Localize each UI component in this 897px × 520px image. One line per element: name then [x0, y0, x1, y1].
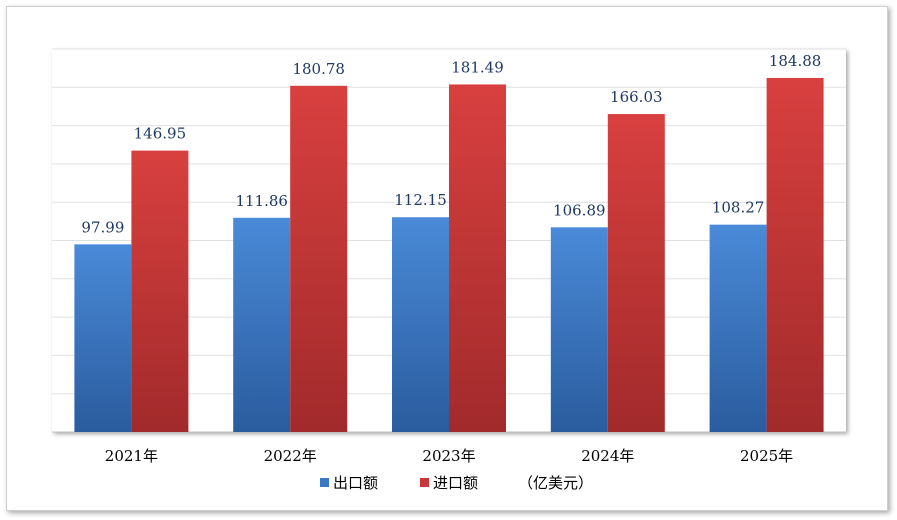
value-label-export-5: 108.27 — [712, 199, 765, 217]
value-label-import-4: 166.03 — [610, 88, 663, 106]
bar-import-4 — [607, 114, 665, 432]
unit-label: （亿美元） — [518, 474, 593, 492]
value-label-import-2: 180.78 — [292, 60, 345, 78]
bar-import-3 — [449, 84, 506, 432]
value-label-import-5: 184.88 — [769, 52, 822, 70]
bar-import-5 — [766, 77, 824, 432]
category-label-3: 2023年 — [422, 447, 475, 465]
legend-swatch-export — [320, 478, 329, 487]
value-label-export-3: 112.15 — [394, 191, 447, 209]
legend-label-import: 进口额 — [433, 474, 478, 492]
bar-import-2 — [290, 85, 348, 432]
value-label-import-3: 181.49 — [451, 58, 504, 76]
bars-group — [74, 77, 824, 432]
value-labels-group: 97.99 146.95 111.86 180.78 112.15 181.49 106.8… — [81, 52, 821, 236]
category-labels-group: 2021年 2022年 2023年 2024年 2025年 — [105, 447, 793, 465]
bar-export-3 — [392, 217, 449, 432]
bar-export-4 — [550, 227, 608, 432]
value-label-export-2: 111.86 — [235, 192, 288, 210]
legend: 出口额 进口额 （亿美元） — [320, 474, 593, 492]
bar-import-1 — [131, 150, 189, 432]
legend-label-export: 出口额 — [333, 474, 378, 492]
value-label-export-1: 97.99 — [81, 218, 124, 236]
category-label-5: 2025年 — [740, 447, 793, 465]
value-label-import-1: 146.95 — [134, 125, 187, 143]
category-label-1: 2021年 — [105, 447, 158, 465]
value-label-export-4: 106.89 — [553, 201, 606, 219]
legend-swatch-import — [420, 478, 429, 487]
bar-export-2 — [233, 217, 291, 432]
category-label-2: 2022年 — [264, 447, 317, 465]
bar-export-1 — [74, 244, 132, 432]
bar-export-5 — [709, 224, 767, 432]
category-label-4: 2024年 — [581, 447, 634, 465]
